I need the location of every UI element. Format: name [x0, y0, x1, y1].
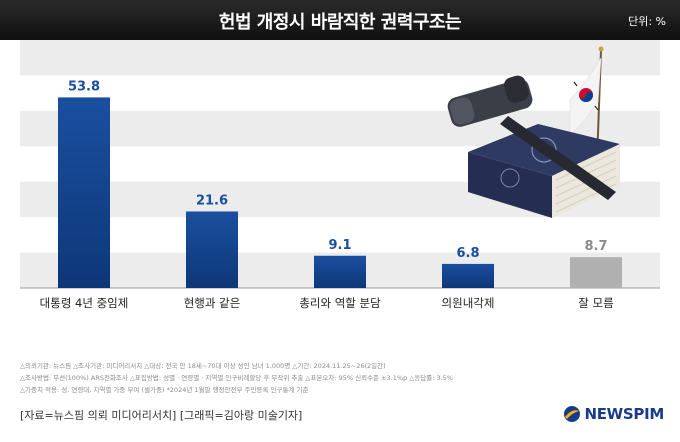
source-credit: [자료=뉴스핌 의뢰 미디어리서치] [그래픽=김아랑 미술기자] [20, 409, 303, 422]
category-label-line: 의원내각제 [442, 296, 495, 310]
gavel-book-flag-icon [447, 46, 620, 218]
note-line-3: △가중치 적용: 성, 연령대, 지역별 가중 부여 (셀가중) *2024년 … [20, 386, 309, 394]
category-label: 의원내각제 [442, 296, 495, 310]
page-title: 헌법 개정시 바람직한 권력구조는 [218, 12, 462, 33]
grid-band [20, 40, 660, 76]
bar [58, 97, 110, 288]
bar [314, 255, 366, 288]
newspim-logo: NEWSPIM [563, 405, 664, 423]
data-label: 6.8 [456, 246, 479, 261]
newspim-logo-icon [564, 406, 581, 422]
data-label: 21.6 [196, 193, 228, 208]
title-bar: 헌법 개정시 바람직한 권력구조는 단위: % [0, 0, 680, 40]
note-line-2: △조사방법: 무선(100%) ARS전화조사 △표집방법: 성별 · 연령별 … [20, 374, 453, 382]
data-label: 53.8 [68, 79, 100, 94]
category-label-line: 총리와 역할 분담 [299, 296, 381, 310]
data-label: 9.1 [328, 238, 351, 253]
survey-notes: △의뢰기관: 뉴스핌 △조사기관: 미디어리서치 △대상: 전국 만 18세~7… [20, 360, 670, 396]
bar [442, 263, 494, 288]
unit-label: 단위: % [628, 15, 666, 28]
category-label-line: 잘 모름 [578, 296, 613, 310]
note-line-1: △의뢰기관: 뉴스핌 △조사기관: 미디어리서치 △대상: 전국 만 18세~7… [20, 362, 386, 370]
category-label: 대통령 4년 중임제 [40, 296, 129, 310]
category-label: 현행과 같은대통령 5년 단임제 [168, 296, 257, 310]
category-label: 잘 모름 [578, 296, 613, 310]
bar [186, 211, 238, 288]
category-label-line: 현행과 같은 [184, 296, 241, 310]
logo-text: NEWSPIM [584, 405, 664, 423]
data-label: 8.7 [584, 239, 607, 254]
category-label-line: 대통령 4년 중임제 [40, 296, 129, 310]
bar [570, 257, 622, 288]
category-label: 총리와 역할 분담이원집정부제 [299, 296, 381, 310]
